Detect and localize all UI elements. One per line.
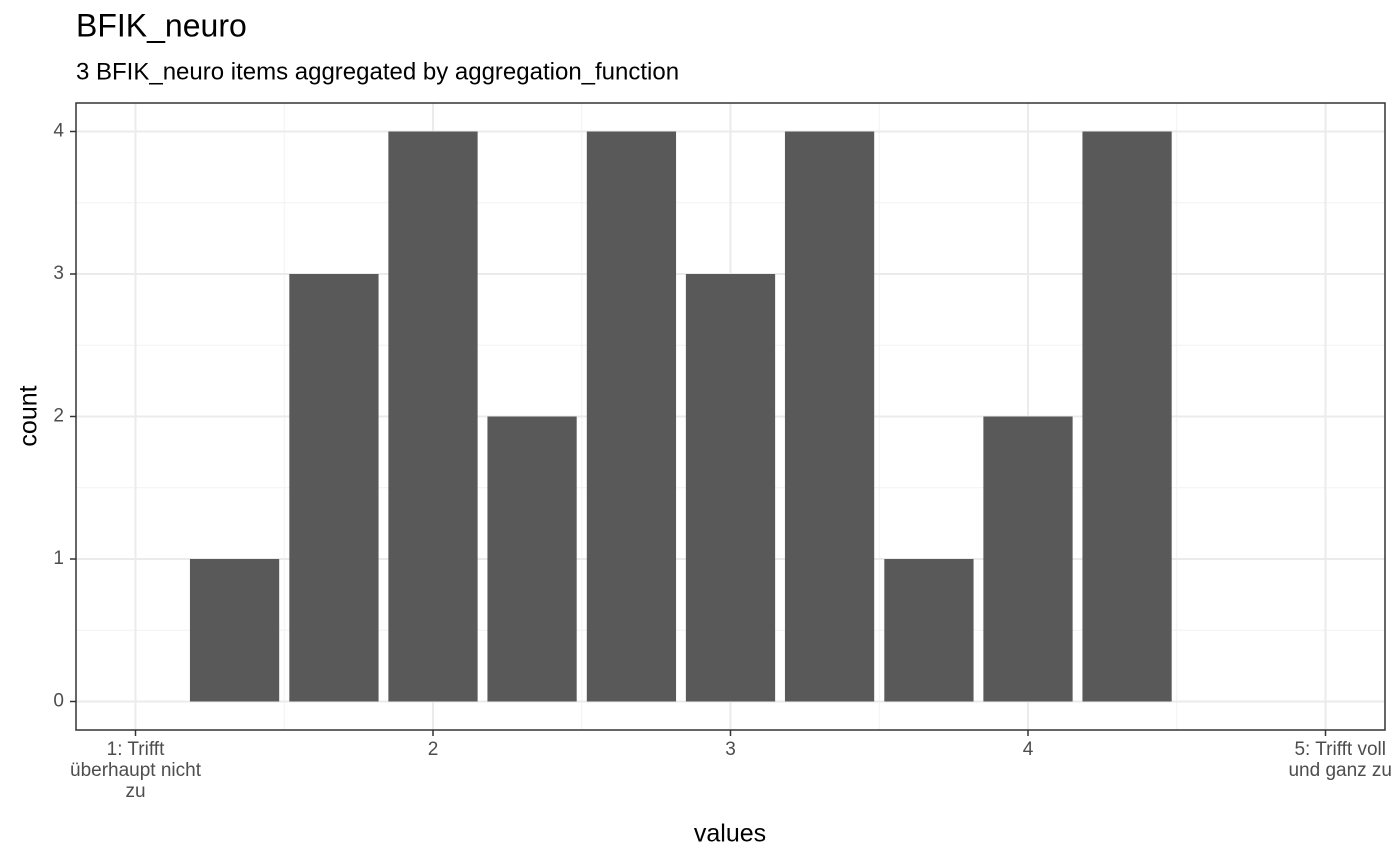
bar (388, 131, 478, 702)
bar (784, 131, 875, 702)
bar (289, 274, 379, 702)
x-tick-label: 1: Trifft überhaupt nicht zu (70, 739, 201, 802)
bar (685, 274, 776, 702)
chart-title: BFIK_neuro (76, 7, 247, 43)
x-tick-label: 5: Trifft voll und ganz zu (1288, 739, 1392, 781)
bar (487, 416, 577, 702)
bar (884, 559, 974, 702)
x-tick-label: 2 (427, 739, 439, 760)
x-tick-label: 4 (1022, 739, 1034, 760)
panel-border (75, 102, 1386, 731)
bar (983, 416, 1073, 702)
y-axis-title: count (15, 385, 43, 446)
y-tick-label: 4 (53, 121, 64, 142)
y-tick-label: 1 (53, 548, 64, 569)
bar (586, 131, 677, 702)
x-tick-label: 3 (725, 739, 736, 760)
bar (189, 559, 280, 702)
y-tick-label: 3 (53, 263, 64, 284)
y-tick-label: 0 (53, 691, 64, 712)
bar (1082, 131, 1172, 702)
y-tick-label: 2 (53, 406, 64, 427)
chart-subtitle: 3 BFIK_neuro items aggregated by aggrega… (76, 58, 679, 85)
x-axis-title: values (694, 820, 766, 848)
